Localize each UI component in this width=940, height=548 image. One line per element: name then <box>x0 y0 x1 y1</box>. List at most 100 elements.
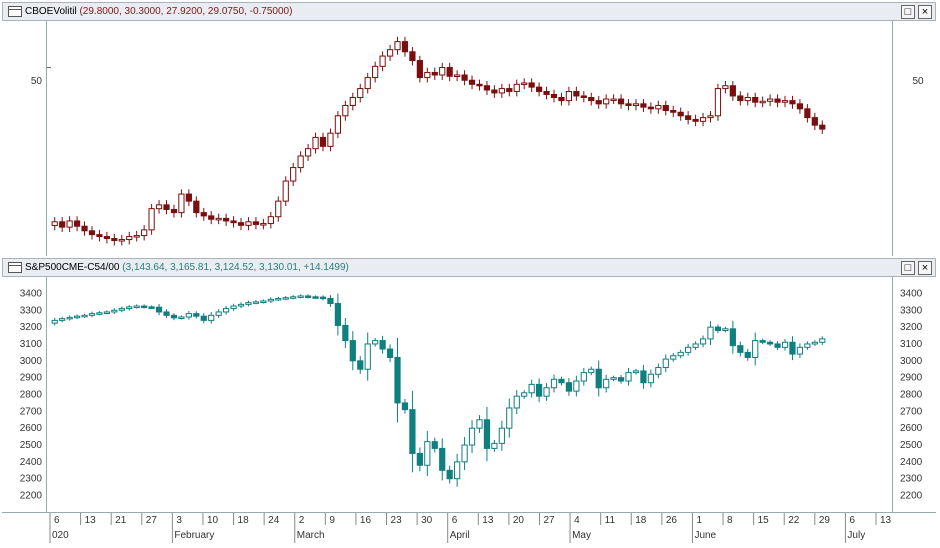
sp500-right-tick: 3300 <box>900 305 923 316</box>
vix-candle <box>573 90 580 97</box>
sp500-candle <box>759 340 766 343</box>
vix-candle <box>476 83 483 87</box>
vix-pane-titlebar[interactable]: CBOEVolitil (29.8000, 30.3000, 27.9200, … <box>2 2 936 21</box>
sp500-candle <box>580 372 587 382</box>
close-button[interactable]: × <box>918 5 932 19</box>
sp500-ohlc-values: (3,143.64, 3,165.81, 3,124.52, 3,130.01,… <box>122 262 349 273</box>
vix-candle <box>655 104 662 110</box>
sp500-candle <box>155 306 163 313</box>
date-axis[interactable]: 6 13 21 27 3 10 18 24 2 9 16 23 30 6 13 20 27 4 11 18 26 1 8 15… <box>2 512 936 543</box>
sp500-plot-area[interactable] <box>46 277 893 512</box>
vix-candle <box>796 103 804 110</box>
vix-pane-title: CBOEVolitil (29.8000, 30.3000, 27.9200, … <box>25 6 292 17</box>
vix-candle <box>819 124 826 130</box>
month-label: February <box>174 530 214 541</box>
vix-candle <box>737 95 744 102</box>
sp500-candle <box>260 300 267 304</box>
sp500-candle <box>535 383 543 397</box>
sp500-candle <box>528 383 535 394</box>
vix-candle <box>126 236 133 241</box>
vix-candle <box>699 117 707 122</box>
vix-candle <box>781 100 789 103</box>
vix-chart <box>47 36 826 246</box>
sp500-right-tick: 2800 <box>900 390 923 401</box>
month-label: March <box>297 530 325 541</box>
sp500-candle <box>811 341 818 345</box>
vix-right-axis: 50 <box>912 76 924 87</box>
vix-candle <box>409 51 416 62</box>
sp500-candle <box>774 343 781 348</box>
vix-candle <box>446 67 453 77</box>
sp500-pane-titlebar[interactable]: S&P500CME-C54/00 (3,143.64, 3,165.81, 3,… <box>2 258 936 277</box>
close-button[interactable]: × <box>918 261 932 275</box>
sp500-candle <box>804 343 811 348</box>
date-tick-label: 3 <box>176 515 182 526</box>
month-label: 020 <box>52 530 69 541</box>
sp500-candle <box>655 367 662 375</box>
sp500-candle <box>96 312 103 315</box>
date-tick-label: 20 <box>513 515 525 526</box>
sp500-left-tick: 2300 <box>20 474 43 485</box>
vix-candle <box>372 65 379 79</box>
vix-candle <box>535 86 543 92</box>
vix-candle <box>632 103 640 106</box>
vix-candle <box>96 234 103 238</box>
restore-button[interactable]: □ <box>901 261 915 275</box>
sp500-candle <box>349 340 356 362</box>
sp500-candle <box>677 351 684 357</box>
sp500-candle <box>297 295 304 298</box>
sp500-candle <box>446 469 453 480</box>
sp500-candle <box>521 392 528 397</box>
date-tick-label: 13 <box>482 515 494 526</box>
vix-candle <box>81 225 88 232</box>
month-label: April <box>450 530 470 541</box>
vix-candle <box>565 90 573 102</box>
sp500-left-tick: 3000 <box>20 356 43 367</box>
date-tick-label: 1 <box>696 515 702 526</box>
vix-candle <box>297 155 304 169</box>
sp500-candle <box>595 368 602 389</box>
vix-candle <box>454 74 461 78</box>
sp500-left-tick: 2700 <box>20 406 43 417</box>
month-label: May <box>572 530 591 541</box>
sp500-candle <box>647 373 654 384</box>
sp500-candle <box>66 316 73 320</box>
sp500-candle <box>632 370 640 374</box>
sp500-candle <box>610 377 617 380</box>
vix-candle <box>580 95 587 98</box>
vix-candle <box>357 88 364 98</box>
vix-pane: CBOEVolitil (29.8000, 30.3000, 27.9200, … <box>2 2 936 256</box>
sp500-left-tick: 2200 <box>20 491 43 502</box>
vix-candle <box>729 85 736 97</box>
sp500-candle <box>327 297 334 305</box>
sp500-right-tick: 3400 <box>900 288 923 299</box>
vix-candle <box>811 117 818 126</box>
sp500-candle <box>416 452 423 466</box>
sp500-candle <box>163 311 170 316</box>
vix-candle <box>714 88 722 117</box>
date-tick-label: 9 <box>329 515 335 526</box>
vix-candle <box>543 90 550 95</box>
vix-candle <box>528 82 535 88</box>
date-tick-label: 27 <box>146 515 158 526</box>
sp500-candle <box>275 297 282 301</box>
vix-plot-area[interactable] <box>46 21 893 256</box>
restore-button[interactable]: □ <box>901 5 915 19</box>
sp500-left-tick: 3400 <box>20 288 43 299</box>
vix-candle <box>193 200 200 214</box>
sp500-candle <box>729 328 736 347</box>
sp500-candle <box>141 305 148 309</box>
vix-candle <box>461 74 468 81</box>
date-tick-label: 16 <box>360 515 372 526</box>
sp500-candle <box>178 316 185 320</box>
vix-candle <box>767 98 774 102</box>
vix-candle <box>588 96 595 102</box>
vix-candle <box>685 115 692 120</box>
vix-candle <box>386 49 394 57</box>
date-tick-label: 6 <box>54 515 60 526</box>
sp500-candle <box>789 341 796 355</box>
vix-candle <box>88 230 96 236</box>
vix-candle <box>245 221 252 226</box>
vix-candle <box>148 208 155 231</box>
sp500-candle <box>342 324 349 342</box>
